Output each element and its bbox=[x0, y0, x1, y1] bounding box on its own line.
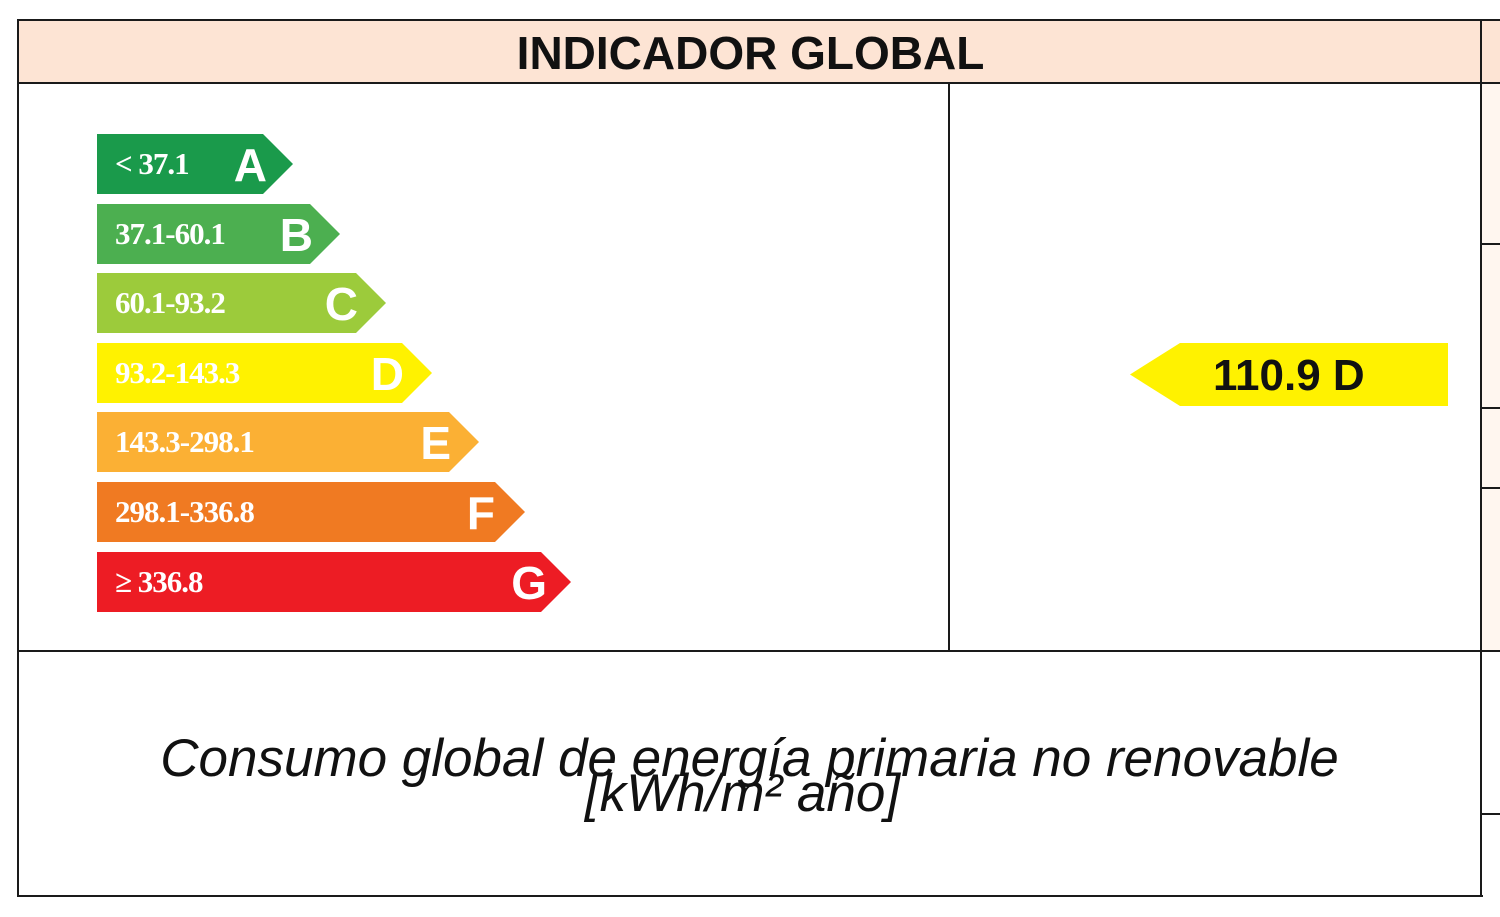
caption-line-1: Consumo global de energía primaria no re… bbox=[160, 729, 1339, 788]
energy-band-e: 143.3-298.1 E bbox=[97, 412, 479, 472]
body-divider bbox=[17, 650, 1500, 652]
energy-band-letter: F bbox=[466, 487, 495, 539]
header-band-edge bbox=[1483, 20, 1500, 82]
adjacent-cell-line bbox=[1482, 487, 1500, 489]
energy-band-a: < 37.1 A bbox=[97, 134, 293, 194]
table-border-right bbox=[1480, 19, 1482, 897]
header-divider bbox=[17, 82, 1500, 84]
energy-band-range: < 37.1 bbox=[115, 146, 189, 181]
rating-label: 110.9 D bbox=[1213, 343, 1365, 406]
rating-arrow: 110.9 D bbox=[1130, 343, 1448, 406]
table-border-top bbox=[17, 19, 1500, 21]
rating-letter: D bbox=[1332, 351, 1365, 400]
energy-band-range: 298.1-336.8 bbox=[115, 494, 254, 529]
energy-band-c: 60.1-93.2 C bbox=[97, 273, 386, 333]
energy-band-b: 37.1-60.1 B bbox=[97, 204, 340, 264]
energy-band-range: 93.2-143.3 bbox=[115, 355, 240, 390]
adjacent-cell-line bbox=[1482, 407, 1500, 409]
energy-band-g: ≥ 336.8 G bbox=[97, 552, 571, 612]
energy-band-range: 37.1-60.1 bbox=[115, 216, 225, 251]
caption-line-2: [kWh/m² año] bbox=[584, 764, 901, 823]
table-border-left bbox=[17, 19, 19, 897]
energy-band-d: 93.2-143.3 D bbox=[97, 343, 432, 403]
energy-band-f: 298.1-336.8 F bbox=[97, 482, 525, 542]
rating-value: 110.9 bbox=[1213, 351, 1321, 400]
indicator-caption: Consumo global de energía primaria no re… bbox=[18, 728, 1481, 820]
energy-band-letter: B bbox=[279, 209, 313, 261]
page-title: INDICADOR GLOBAL bbox=[516, 27, 985, 79]
adjacent-cell-fill bbox=[1482, 84, 1500, 650]
energy-band-letter: C bbox=[324, 278, 358, 330]
energy-band-range: 143.3-298.1 bbox=[115, 424, 254, 459]
energy-band-letter: A bbox=[233, 139, 267, 191]
header-band bbox=[18, 20, 1483, 82]
column-divider bbox=[948, 82, 950, 652]
energy-band-letter: G bbox=[511, 557, 547, 609]
table-border-bottom bbox=[17, 895, 1483, 897]
energy-band-letter: D bbox=[370, 348, 404, 400]
adjacent-cell-line bbox=[1482, 813, 1500, 815]
energy-band-range: 60.1-93.2 bbox=[115, 285, 225, 320]
energy-band-range: ≥ 336.8 bbox=[115, 564, 203, 599]
adjacent-cell-line bbox=[1482, 243, 1500, 245]
energy-band-letter: E bbox=[420, 417, 451, 469]
